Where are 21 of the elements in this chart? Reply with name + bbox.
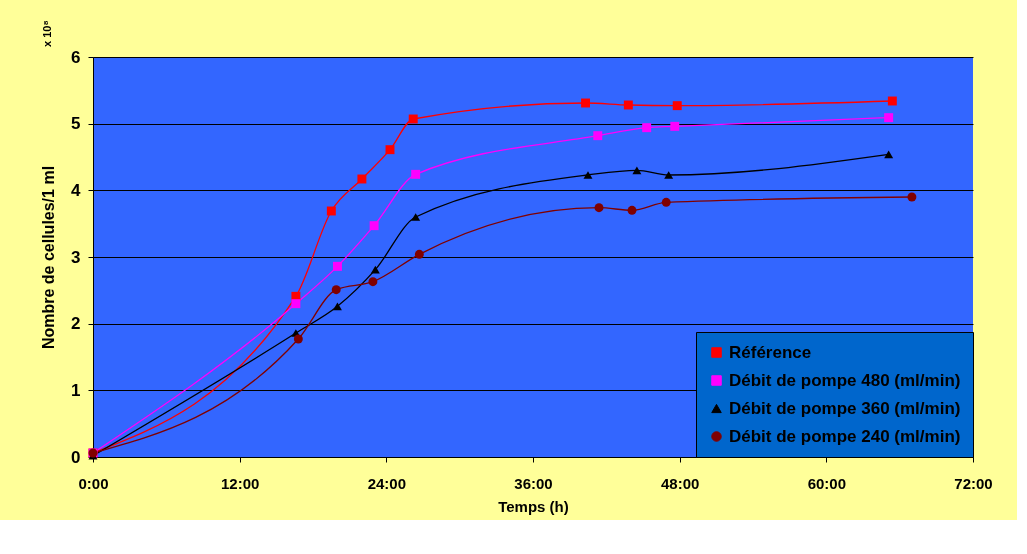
x-tick-label: 12:00 [220, 474, 260, 492]
x-axis-title: Temps (h) [498, 497, 569, 515]
y-tick-label: 2 [71, 314, 81, 334]
y-tick-label: 0 [71, 447, 81, 467]
legend-label: Débit de pompe 360 (ml/min) [729, 398, 961, 418]
x-tick-label: 0:00 [78, 474, 109, 492]
y-tick-label: 6 [71, 47, 81, 67]
x-tick-label: 72:00 [954, 474, 993, 492]
y-tick-label: 4 [71, 180, 82, 200]
x-tick-label: 36:00 [514, 474, 553, 492]
x-tick-label: 48:00 [660, 474, 700, 492]
x-tick-label: 60:00 [807, 474, 847, 492]
legend-label: Débit de pompe 240 (ml/min) [729, 426, 961, 446]
y-axis-title: Nombre de cellules/1 ml [40, 165, 58, 350]
text: x 10⁸ [41, 20, 53, 47]
y-tick-label: 1 [71, 380, 81, 400]
x-tick-label: 24:00 [367, 474, 407, 492]
legend-label: Débit de pompe 480 (ml/min) [729, 370, 961, 390]
y-tick-label: 3 [71, 247, 81, 267]
legend-label: Référence [729, 342, 812, 362]
y-tick-label: 5 [71, 114, 81, 134]
